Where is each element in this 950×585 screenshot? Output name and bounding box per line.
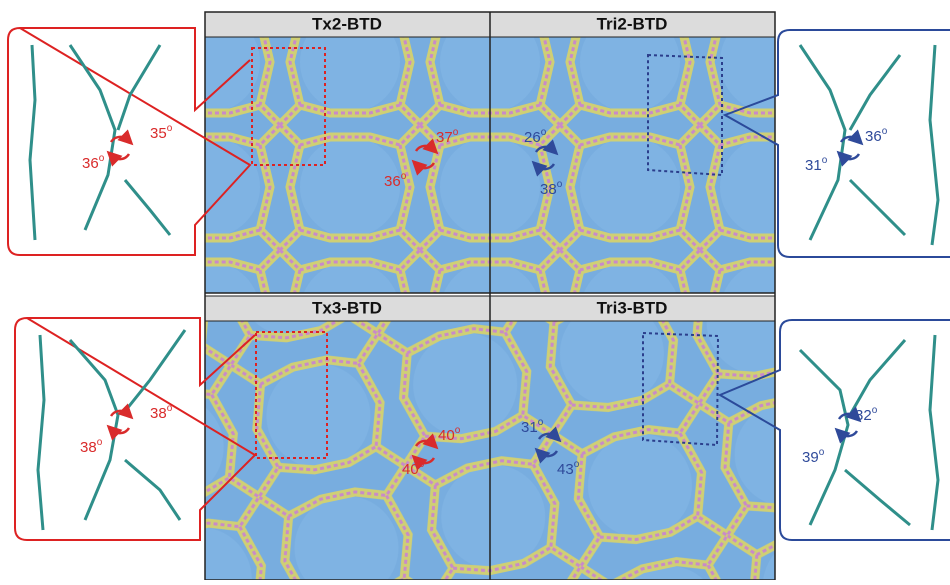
- panel-image: [490, 321, 775, 580]
- angle-label: 38o: [150, 403, 173, 422]
- rotation-arrow: [111, 411, 128, 416]
- angle-value: 43: [557, 461, 574, 478]
- angle-label: 31o: [805, 155, 828, 174]
- degree-symbol: o: [167, 403, 173, 414]
- degree-symbol: o: [822, 155, 828, 166]
- angle-label: 38o: [80, 437, 103, 456]
- panel-image: [490, 37, 775, 293]
- panel-title: Tx3-BTD: [312, 298, 382, 317]
- angle-value: 32: [855, 407, 872, 424]
- angle-value: 26: [524, 129, 541, 146]
- rotation-arrow: [840, 431, 857, 436]
- rotation-arrow: [112, 154, 129, 159]
- angle-value: 37: [436, 129, 453, 146]
- angle-value: 40: [438, 427, 455, 444]
- degree-symbol: o: [541, 127, 547, 138]
- angle-label: 36o: [865, 126, 888, 145]
- angle-value: 35: [150, 125, 167, 142]
- angle-label: 36o: [82, 153, 105, 172]
- angle-value: 36: [82, 155, 99, 172]
- angle-value: 39: [802, 449, 819, 466]
- angle-label: 39o: [802, 447, 825, 466]
- angle-value: 31: [805, 157, 822, 174]
- degree-symbol: o: [538, 417, 544, 428]
- degree-symbol: o: [419, 459, 425, 470]
- degree-symbol: o: [99, 153, 105, 164]
- angle-label: 32o: [855, 405, 878, 424]
- degree-symbol: o: [97, 437, 103, 448]
- angle-value: 36: [384, 173, 401, 190]
- angle-value: 38: [540, 181, 557, 198]
- panel-title: Tx2-BTD: [312, 14, 382, 33]
- angle-value: 36: [865, 128, 882, 145]
- degree-symbol: o: [819, 447, 825, 458]
- degree-symbol: o: [167, 123, 173, 134]
- degree-symbol: o: [882, 126, 888, 137]
- figure: Tx2-BTD37o36oTri2-BTD26o38oTx3-BTD40o40o…: [0, 0, 950, 580]
- panel-title: Tri3-BTD: [597, 298, 668, 317]
- degree-symbol: o: [557, 179, 563, 190]
- angle-value: 40: [402, 461, 419, 478]
- degree-symbol: o: [574, 459, 580, 470]
- rotation-arrow: [842, 154, 859, 159]
- panel-image: [205, 37, 490, 293]
- degree-symbol: o: [455, 425, 461, 436]
- angle-value: 38: [80, 439, 97, 456]
- panel-title: Tri2-BTD: [597, 14, 668, 33]
- degree-symbol: o: [872, 405, 878, 416]
- degree-symbol: o: [453, 127, 459, 138]
- angle-value: 38: [150, 405, 167, 422]
- angle-value: 31: [521, 419, 538, 436]
- angle-label: 35o: [150, 123, 173, 142]
- degree-symbol: o: [401, 171, 407, 182]
